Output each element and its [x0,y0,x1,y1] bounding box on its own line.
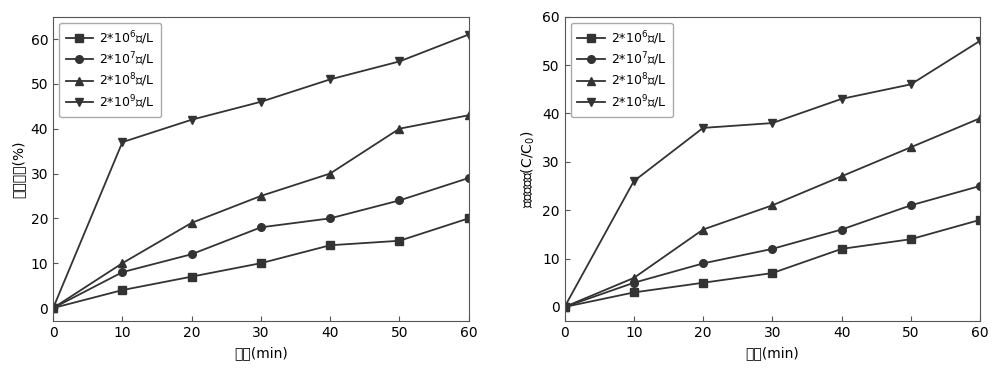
Line: 2*10$^9$个/L: 2*10$^9$个/L [561,37,984,311]
2*10$^9$个/L [116,140,128,144]
2*10$^9$个/L [905,82,917,86]
2*10$^8$个/L [255,194,267,198]
2*10$^7$个/L [836,227,848,232]
2*10$^9$个/L [836,97,848,101]
Y-axis label: 磺胺噓嘎(%): 磺胺噓嘎(%) [11,140,25,198]
X-axis label: 时间(min): 时间(min) [745,346,799,360]
Y-axis label: 磺胺甲氧嘎(C/C$_0$): 磺胺甲氧嘎(C/C$_0$) [519,130,537,208]
2*10$^6$个/L [905,237,917,242]
2*10$^7$个/L [559,305,571,309]
Line: 2*10$^9$个/L: 2*10$^9$个/L [49,31,472,312]
2*10$^8$个/L [186,221,198,225]
2*10$^9$个/L [559,305,571,309]
2*10$^8$个/L [905,145,917,150]
2*10$^9$个/L [463,32,475,37]
2*10$^7$个/L [463,176,475,180]
2*10$^9$个/L [628,179,640,183]
2*10$^9$个/L [766,121,778,125]
2*10$^6$个/L [116,288,128,292]
Line: 2*10$^8$个/L: 2*10$^8$个/L [49,111,472,312]
2*10$^9$个/L [393,59,405,64]
Legend: 2*10$^6$个/L, 2*10$^7$个/L, 2*10$^8$个/L, 2*10$^9$个/L: 2*10$^6$个/L, 2*10$^7$个/L, 2*10$^8$个/L, 2… [571,23,673,117]
2*10$^8$个/L [836,174,848,178]
2*10$^7$个/L [974,184,986,188]
2*10$^8$个/L [116,261,128,265]
2*10$^7$个/L [116,270,128,275]
Legend: 2*10$^6$个/L, 2*10$^7$个/L, 2*10$^8$个/L, 2*10$^9$个/L: 2*10$^6$个/L, 2*10$^7$个/L, 2*10$^8$个/L, 2… [59,23,161,117]
2*10$^6$个/L [463,216,475,221]
2*10$^8$个/L [766,203,778,207]
2*10$^8$个/L [628,276,640,280]
2*10$^9$个/L [324,77,336,82]
Line: 2*10$^6$个/L: 2*10$^6$个/L [49,214,472,312]
2*10$^6$个/L [255,261,267,265]
2*10$^6$个/L [628,290,640,295]
2*10$^7$个/L [905,203,917,207]
2*10$^7$个/L [697,261,709,266]
2*10$^7$个/L [766,247,778,251]
2*10$^6$个/L [47,306,59,310]
2*10$^6$个/L [393,239,405,243]
2*10$^6$个/L [324,243,336,247]
X-axis label: 时间(min): 时间(min) [234,346,288,360]
Line: 2*10$^8$个/L: 2*10$^8$个/L [561,114,984,311]
2*10$^7$个/L [324,216,336,221]
2*10$^6$个/L [559,305,571,309]
2*10$^8$个/L [47,306,59,310]
2*10$^8$个/L [559,305,571,309]
2*10$^7$个/L [393,198,405,203]
2*10$^7$个/L [47,306,59,310]
2*10$^9$个/L [697,126,709,130]
2*10$^8$个/L [324,171,336,176]
2*10$^8$个/L [697,227,709,232]
Line: 2*10$^7$个/L: 2*10$^7$个/L [561,182,984,311]
2*10$^6$个/L [974,218,986,222]
2*10$^8$个/L [463,113,475,118]
2*10$^7$个/L [186,252,198,256]
2*10$^6$个/L [766,271,778,275]
2*10$^7$个/L [255,225,267,230]
2*10$^9$个/L [255,99,267,104]
Line: 2*10$^7$个/L: 2*10$^7$个/L [49,174,472,312]
2*10$^6$个/L [186,275,198,279]
2*10$^6$个/L [836,247,848,251]
2*10$^8$个/L [974,116,986,121]
2*10$^7$个/L [628,280,640,285]
2*10$^9$个/L [47,306,59,310]
2*10$^9$个/L [974,39,986,43]
2*10$^9$个/L [186,118,198,122]
Line: 2*10$^6$个/L: 2*10$^6$个/L [561,216,984,311]
2*10$^6$个/L [697,280,709,285]
2*10$^8$个/L [393,127,405,131]
